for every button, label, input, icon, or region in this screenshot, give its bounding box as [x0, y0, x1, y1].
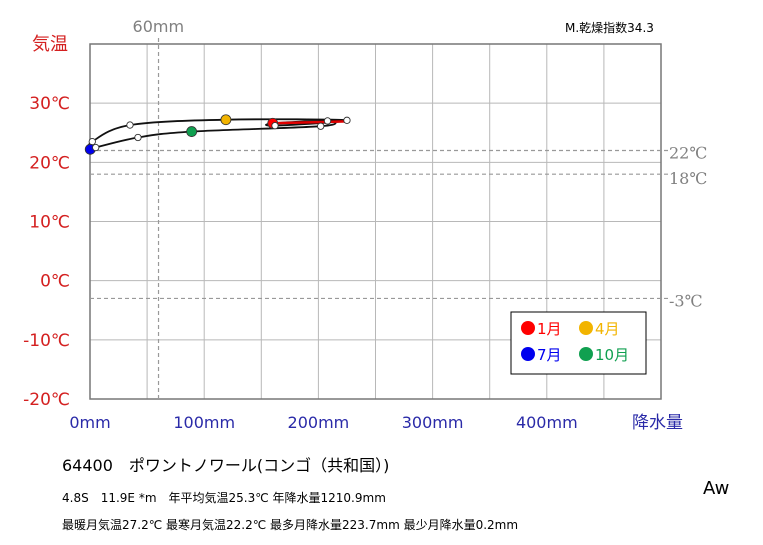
month-point	[126, 121, 134, 129]
month-point	[317, 122, 325, 130]
legend-label: 1月	[537, 320, 562, 338]
y-tick-label: 20℃	[29, 153, 70, 173]
climate-classification: Aw	[703, 478, 730, 499]
legend-label: 7月	[537, 346, 562, 364]
y-axis-label: 気温	[32, 34, 68, 55]
y-tick-label: 0℃	[40, 272, 70, 292]
legend-swatch	[521, 347, 535, 361]
reference-label-temp: 18℃	[669, 169, 707, 188]
legend-label: 4月	[595, 320, 620, 338]
legend-swatch	[579, 347, 593, 361]
month-point	[323, 117, 332, 125]
reference-label-temp: 22℃	[669, 144, 707, 163]
january-segment	[272, 120, 347, 125]
x-tick-label: 200mm	[288, 413, 350, 432]
station-summary: 4.8S 11.9E *m 年平均気温25.3℃ 年降水量1210.9mm	[62, 491, 386, 505]
y-tick-label: -10℃	[23, 331, 70, 351]
legend-swatch	[579, 321, 593, 335]
y-tick-label: 10℃	[29, 213, 70, 233]
month-point	[92, 143, 100, 152]
y-tick-label: 30℃	[29, 94, 70, 114]
x-tick-label: 100mm	[173, 413, 235, 432]
legend-label: 10月	[595, 346, 629, 364]
y-tick-label: -20℃	[23, 390, 70, 410]
x-tick-label: 400mm	[516, 413, 578, 432]
month-points	[84, 114, 351, 155]
x-tick-label: 300mm	[402, 413, 464, 432]
reference-label-60mm: 60mm	[133, 17, 185, 36]
legend: 1月 4月 7月 10月	[510, 311, 647, 375]
month-point	[271, 122, 279, 130]
reference-lines: 60mm 22℃ 18℃ -3℃	[90, 17, 707, 399]
station-name: 64400 ポワントノワール(コンゴ（共和国）)	[62, 456, 390, 475]
legend-swatch	[521, 321, 535, 335]
plot-frame	[89, 43, 662, 400]
month-point-highlight	[220, 114, 232, 126]
legend-box	[510, 311, 647, 375]
month-point	[343, 116, 351, 124]
month-point-highlight	[186, 126, 198, 137]
month-point	[88, 137, 96, 146]
station-extremes: 最暖月気温27.2℃ 最寒月気温22.2℃ 最多月降水量223.7mm 最少月降…	[62, 518, 519, 532]
grid-lines	[90, 44, 661, 399]
y-tick-labels: -20℃ -10℃ 0℃ 10℃ 20℃ 30℃	[23, 94, 70, 410]
reference-label-temp: -3℃	[669, 291, 702, 310]
x-tick-label: 0mm	[69, 413, 110, 432]
month-point	[134, 133, 142, 142]
x-tick-labels: 0mm 100mm 200mm 300mm 400mm	[69, 413, 577, 432]
dryness-index: M.乾燥指数34.3	[565, 20, 654, 35]
x-axis-label: 降水量	[632, 413, 683, 433]
